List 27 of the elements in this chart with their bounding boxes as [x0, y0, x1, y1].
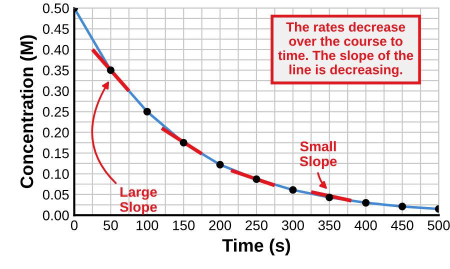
x-tick-label: 50: [104, 220, 118, 230]
x-tick-label: 250: [246, 220, 268, 230]
annotation: Large Slope: [120, 187, 157, 215]
y-tick-label: 0.05: [42, 190, 69, 200]
y-tick-label: 0.35: [42, 66, 69, 76]
y-tick-label: 0.00: [42, 210, 69, 220]
y-tick-label: 0.15: [42, 148, 69, 158]
y-tick-label: 0.30: [42, 86, 69, 96]
x-tick-label: 400: [354, 220, 377, 230]
y-tick-label: 0.40: [42, 44, 69, 55]
x-tick-label: 200: [209, 220, 232, 230]
y-tick-label: 0.45: [42, 24, 69, 34]
x-axis-title: Time (s): [222, 238, 290, 256]
x-tick-label: 450: [391, 220, 414, 230]
y-tick-label: 0.10: [42, 169, 69, 179]
y-axis-title: Concentration (M): [20, 35, 37, 188]
annotation: Small Slope: [300, 141, 337, 170]
x-tick-label: 150: [173, 220, 195, 230]
y-tick-label: 0.20: [42, 128, 69, 138]
x-tick-label: 0: [70, 220, 78, 230]
annotation: The rates decrease over the course to time. The slope of the line is decreasing.: [278, 22, 414, 77]
y-tick-label: 0.50: [42, 3, 69, 14]
x-tick-label: 350: [318, 220, 340, 230]
x-tick-label: 500: [428, 220, 450, 230]
x-tick-label: 300: [282, 220, 304, 230]
y-tick-label: 0.25: [42, 106, 69, 117]
x-tick-label: 100: [136, 220, 158, 230]
